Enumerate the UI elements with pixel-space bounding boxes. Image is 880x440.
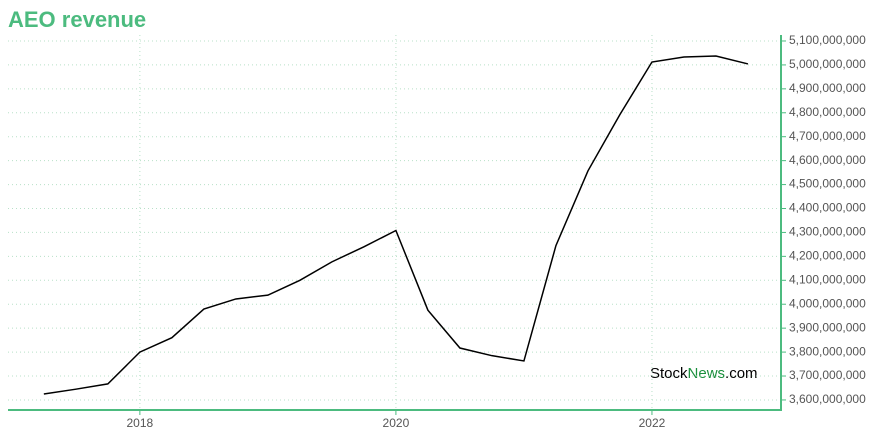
x-tick-label: 2022 xyxy=(639,416,666,430)
watermark-part: Stock xyxy=(650,365,688,382)
x-tick-label: 2020 xyxy=(383,416,410,430)
y-tick-label: 4,300,000,000 xyxy=(789,225,866,239)
watermark-part: News xyxy=(688,365,726,382)
watermark: StockNews.com xyxy=(650,365,758,382)
line xyxy=(43,55,749,395)
y-tick-label: 4,800,000,000 xyxy=(789,105,866,119)
y-tick-label: 4,900,000,000 xyxy=(789,81,866,95)
y-tick-label: 4,700,000,000 xyxy=(789,129,866,143)
y-tick-label: 3,700,000,000 xyxy=(789,368,866,382)
y-tick-label: 3,900,000,000 xyxy=(789,320,866,334)
y-tick-label: 5,100,000,000 xyxy=(789,33,866,47)
chart-title: AEO revenue xyxy=(8,7,146,32)
y-tick-label: 4,600,000,000 xyxy=(789,153,866,167)
watermark-part: .com xyxy=(725,365,758,382)
y-tick-label: 3,800,000,000 xyxy=(789,344,866,358)
y-tick-label: 4,500,000,000 xyxy=(789,177,866,191)
y-tick-label: 4,100,000,000 xyxy=(789,272,866,286)
y-tick-label: 3,600,000,000 xyxy=(789,392,866,406)
x-tick-label: 2018 xyxy=(127,416,154,430)
y-tick-label: 5,000,000,000 xyxy=(789,57,866,71)
y-tick-label: 4,000,000,000 xyxy=(789,296,866,310)
y-tick-label: 4,400,000,000 xyxy=(789,201,866,215)
y-tick-label: 4,200,000,000 xyxy=(789,249,866,263)
